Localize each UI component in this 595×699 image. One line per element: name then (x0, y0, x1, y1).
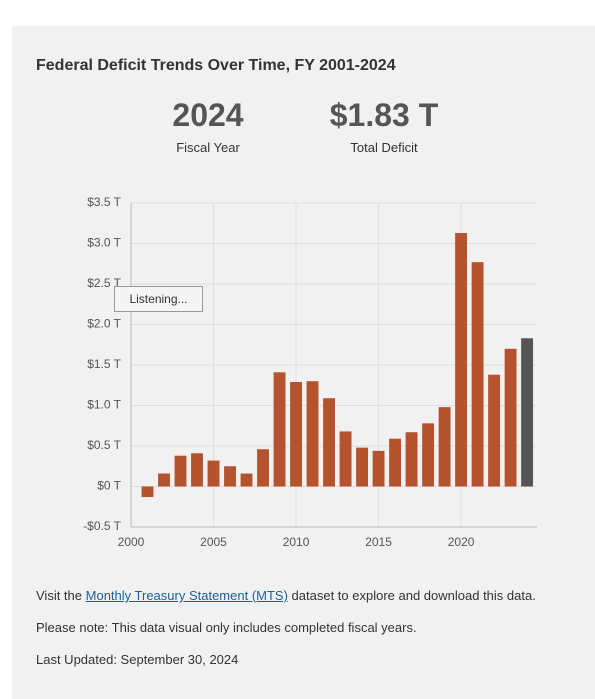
mts-link[interactable]: Monthly Treasury Statement (MTS) (85, 588, 288, 603)
bar (257, 449, 269, 487)
bar (240, 473, 253, 487)
bar (273, 372, 286, 487)
bar (504, 348, 517, 487)
x-tick-label: 2020 (448, 535, 475, 549)
bar (471, 262, 484, 487)
bar (306, 381, 319, 487)
bar (405, 432, 418, 487)
amount-label: Total Deficit (350, 140, 418, 155)
bar (224, 466, 236, 487)
panel (12, 26, 595, 699)
x-tick-label: 2015 (365, 535, 392, 549)
text: Visit the (36, 588, 83, 603)
bar (174, 455, 187, 487)
amount: $1.83 T (329, 97, 439, 133)
x-tick-label: 2010 (283, 535, 310, 549)
x-tick-label: 2005 (200, 535, 227, 549)
bar (191, 453, 203, 487)
updated: Last Updated: September 30, 2024 (36, 652, 239, 667)
text: dataset to explore and download this dat… (291, 588, 536, 603)
bar (372, 450, 385, 487)
year-label: Fiscal Year (176, 140, 240, 155)
y-tick-label: $1.5 T (87, 357, 121, 371)
bar (207, 460, 220, 487)
bar (438, 407, 451, 487)
bar (158, 473, 170, 487)
bar (356, 447, 368, 487)
bar (488, 374, 501, 487)
visit-line: Visit the Monthly Treasury Statement (MT… (36, 588, 536, 603)
y-tick-label: $1.0 T (87, 398, 121, 412)
y-tick-label: $0.5 T (87, 438, 121, 452)
bar (389, 438, 402, 487)
bar (422, 423, 435, 487)
y-tick-label: $0 T (97, 479, 121, 493)
bar (141, 486, 154, 498)
bar (323, 398, 335, 487)
bar (455, 232, 468, 487)
y-tick-label: $3.0 T (87, 236, 121, 250)
title: Federal Deficit Trends Over Time, FY 200… (36, 57, 396, 74)
note: Please note: This data visual only inclu… (36, 620, 417, 635)
tooltip: Listening... (114, 286, 203, 312)
bar (290, 382, 302, 487)
y-tick-label: -$0.5 T (83, 519, 121, 533)
bar (339, 431, 352, 487)
year: 2024 (172, 97, 244, 133)
y-tick-label: $2.0 T (87, 317, 121, 331)
x-tick-label: 2000 (118, 535, 145, 549)
y-tick-label: $3.5 T (87, 195, 121, 209)
bar (521, 338, 534, 487)
y-tick-label: $2.5 T (87, 276, 121, 290)
